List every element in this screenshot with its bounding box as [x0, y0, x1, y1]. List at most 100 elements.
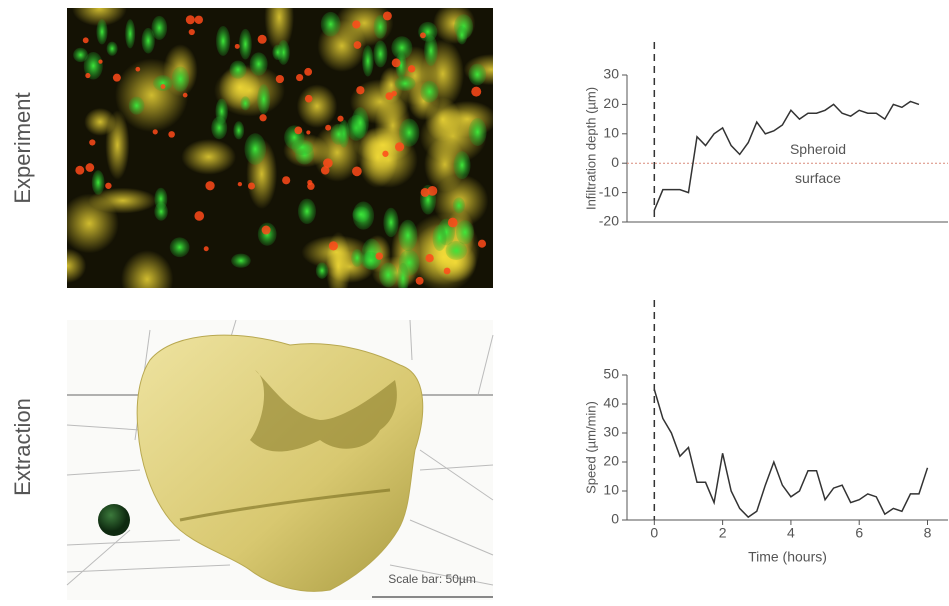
y-tick-label: -20 — [599, 213, 619, 229]
data-line — [654, 101, 919, 210]
dot — [235, 44, 240, 49]
experiment-image — [48, 0, 519, 308]
dot — [183, 93, 188, 98]
dot — [478, 240, 486, 248]
dot — [259, 114, 266, 121]
y-tick-label: 0 — [611, 154, 619, 170]
cell — [453, 197, 465, 213]
dot — [98, 60, 102, 64]
dot — [238, 182, 242, 186]
cell — [240, 96, 250, 110]
dot — [83, 37, 89, 43]
cell — [125, 19, 135, 48]
dot — [354, 41, 362, 49]
dot — [194, 211, 204, 221]
dot — [392, 58, 401, 67]
cell — [257, 84, 270, 114]
cell — [469, 118, 487, 146]
cell — [398, 220, 417, 251]
cell — [107, 42, 118, 56]
annotation: Spheroid — [790, 141, 846, 157]
dot — [168, 131, 175, 138]
x-tick-label: 2 — [719, 525, 727, 541]
cell — [352, 207, 369, 223]
extraction-image: Scale bar: 50µm — [67, 320, 493, 600]
dot — [86, 163, 95, 172]
dot — [383, 11, 392, 20]
dot — [444, 268, 451, 275]
cell — [418, 22, 437, 42]
data-line — [654, 390, 927, 518]
glow — [181, 139, 236, 175]
row-label: Extraction — [10, 398, 35, 496]
y-tick-label: -10 — [599, 183, 619, 199]
cell — [129, 97, 145, 115]
dot — [205, 181, 214, 190]
cell — [250, 52, 268, 75]
dot — [304, 68, 312, 76]
cell — [330, 124, 347, 145]
cell — [215, 99, 227, 125]
x-tick-label: 4 — [787, 525, 795, 541]
dot — [161, 84, 166, 89]
dot — [416, 277, 424, 285]
cell — [298, 199, 316, 224]
y-axis-label: Infiltration depth (µm) — [583, 87, 598, 210]
cell — [446, 241, 467, 260]
dot — [89, 139, 95, 145]
cell — [239, 29, 252, 60]
dot — [448, 218, 458, 228]
cell — [420, 81, 438, 103]
dot — [294, 126, 302, 134]
dot — [307, 180, 312, 185]
cell — [397, 263, 409, 294]
dot — [262, 226, 271, 235]
y-tick-label: 40 — [603, 395, 619, 411]
cell — [383, 208, 398, 237]
dot — [258, 35, 267, 44]
cell — [321, 12, 341, 37]
dot — [195, 16, 203, 24]
glow — [48, 249, 86, 284]
x-tick-label: 0 — [650, 525, 658, 541]
dot — [425, 254, 433, 262]
dot — [408, 65, 415, 72]
y-tick-label: 30 — [603, 66, 619, 82]
cell — [154, 188, 167, 210]
cell — [272, 45, 283, 60]
y-tick-label: 20 — [603, 453, 619, 469]
cell — [231, 254, 251, 268]
y-tick-label: 30 — [603, 424, 619, 440]
dot — [382, 151, 388, 157]
cell — [395, 76, 416, 91]
y-tick-label: 10 — [603, 482, 619, 498]
dot — [296, 74, 303, 81]
dot — [276, 75, 284, 83]
y-axis-label: Speed (µm/min) — [583, 401, 598, 494]
dot — [325, 125, 331, 131]
cell — [233, 121, 244, 139]
dot — [420, 32, 426, 38]
cell — [170, 237, 190, 257]
dot — [75, 166, 84, 175]
glow — [297, 84, 338, 128]
dot — [135, 67, 140, 72]
cell — [379, 263, 398, 288]
dot — [337, 116, 343, 122]
cell — [244, 133, 265, 165]
dot — [321, 166, 330, 175]
cell — [373, 41, 387, 68]
dot — [356, 86, 364, 94]
annotation: surface — [795, 170, 841, 186]
dot — [306, 130, 310, 134]
cell — [216, 26, 230, 56]
dot — [352, 20, 360, 28]
x-tick-label: 6 — [855, 525, 863, 541]
y-tick-label: 0 — [611, 511, 619, 527]
cell — [456, 220, 474, 244]
cell — [351, 107, 368, 138]
dot — [153, 129, 158, 134]
dot — [186, 15, 195, 24]
cell — [456, 26, 467, 45]
cell — [92, 170, 105, 194]
